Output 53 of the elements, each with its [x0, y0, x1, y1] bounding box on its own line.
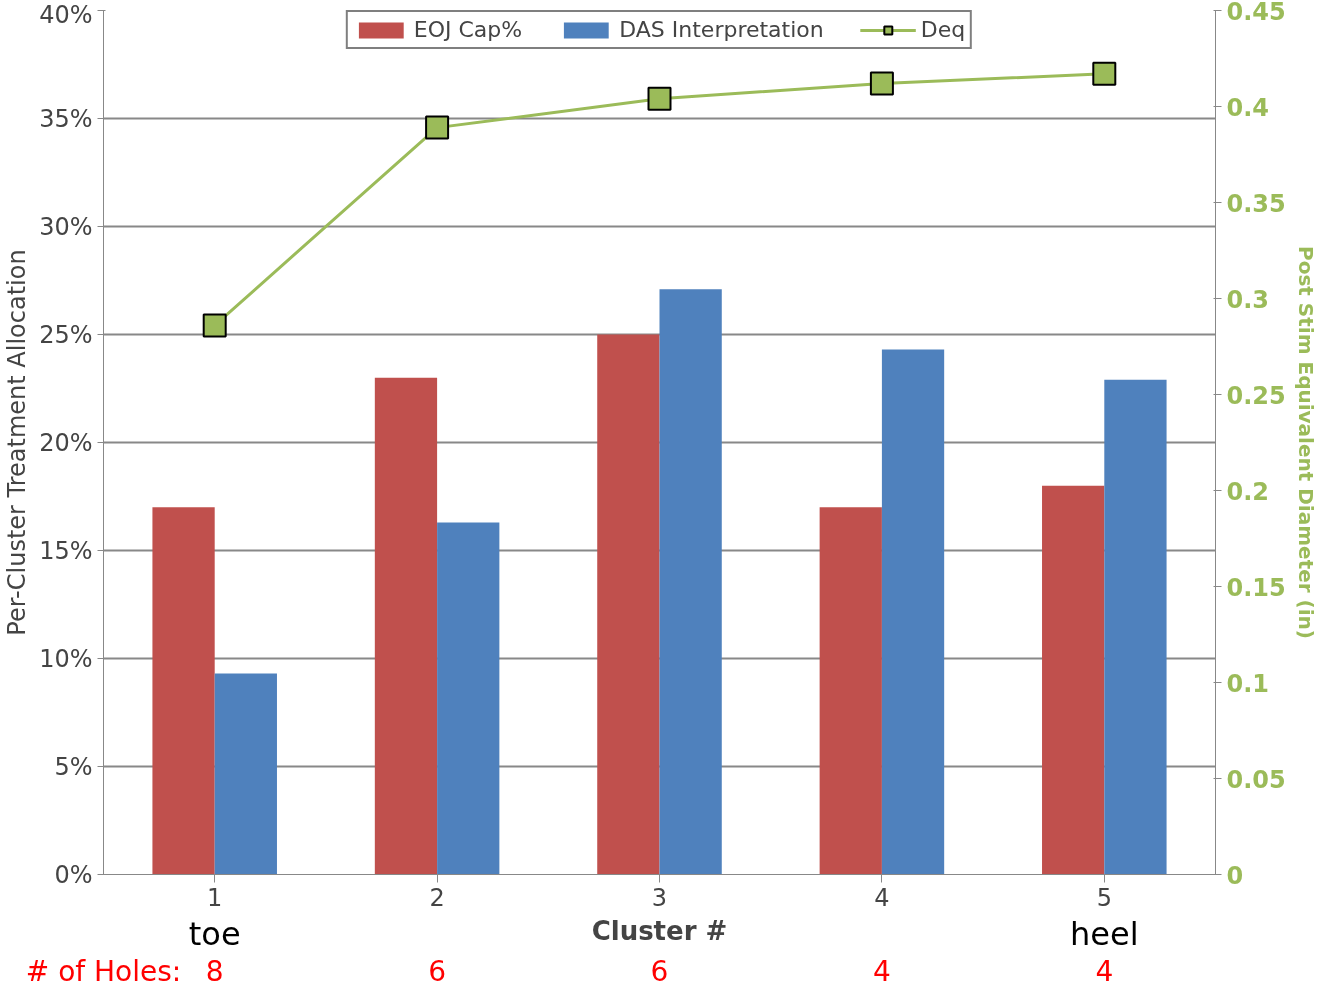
bar — [597, 334, 660, 875]
point — [425, 115, 450, 140]
x-tick-label: 2 — [429, 883, 445, 912]
text: 8 — [205, 954, 224, 988]
y-tick-label: 25% — [39, 320, 93, 349]
y2-tick-label: 0.25 — [1226, 381, 1286, 410]
bar — [374, 377, 438, 875]
x-tick-label: 1 — [207, 883, 223, 912]
y-tick-label: 0% — [54, 860, 93, 889]
text: toe — [188, 914, 241, 953]
text: 4 — [872, 954, 891, 988]
text: 6 — [650, 954, 669, 988]
y-axis-title: Per-Cluster Treatment Allocation — [3, 249, 32, 636]
y-tick-label: 15% — [39, 536, 93, 565]
x-tick-label: 3 — [651, 883, 668, 912]
y2-tick-label: 0 — [1226, 861, 1244, 890]
x-axis-title: Cluster # — [591, 915, 728, 946]
text: # of Holes: — [25, 954, 182, 988]
y-tick-label: 20% — [39, 428, 93, 457]
point — [869, 71, 894, 96]
y2-tick-label: 0.3 — [1226, 285, 1270, 314]
y2-tick-label: 0.15 — [1226, 573, 1286, 602]
point — [1092, 61, 1117, 86]
point — [202, 313, 227, 338]
bar — [659, 289, 722, 875]
bar — [437, 522, 500, 875]
y-tick-label: 40% — [39, 0, 93, 29]
y2-tick-label: 0.2 — [1226, 477, 1270, 506]
bar — [819, 507, 882, 875]
y2-tick-label: 0.05 — [1226, 765, 1286, 794]
bar — [881, 349, 945, 875]
y2-tick-label: 0.45 — [1226, 0, 1286, 26]
legend-label: DAS Interpretation — [619, 17, 824, 42]
point — [647, 86, 672, 111]
y-tick-label: 30% — [39, 212, 93, 241]
text: 6 — [428, 954, 447, 988]
x-tick-label: 4 — [874, 883, 890, 912]
legend-label: EOJ Cap% — [413, 17, 523, 42]
bar — [1104, 379, 1167, 875]
y2-axis-title: Post Stim Equivalent Diameter (in) — [1293, 246, 1318, 639]
bar — [214, 673, 277, 875]
bar — [1042, 485, 1105, 875]
x-tick-label: 5 — [1096, 883, 1112, 912]
y2-tick-label: 0.1 — [1226, 669, 1270, 698]
y-tick-label: 35% — [39, 104, 93, 133]
legend-label: Deq — [920, 17, 966, 42]
y-tick-label: 5% — [54, 752, 93, 781]
bar — [152, 507, 215, 875]
y2-tick-label: 0.35 — [1226, 189, 1286, 218]
y2-tick-label: 0.4 — [1226, 93, 1270, 122]
y-tick-label: 10% — [39, 644, 93, 673]
text: 4 — [1095, 954, 1114, 988]
text: heel — [1070, 914, 1139, 953]
